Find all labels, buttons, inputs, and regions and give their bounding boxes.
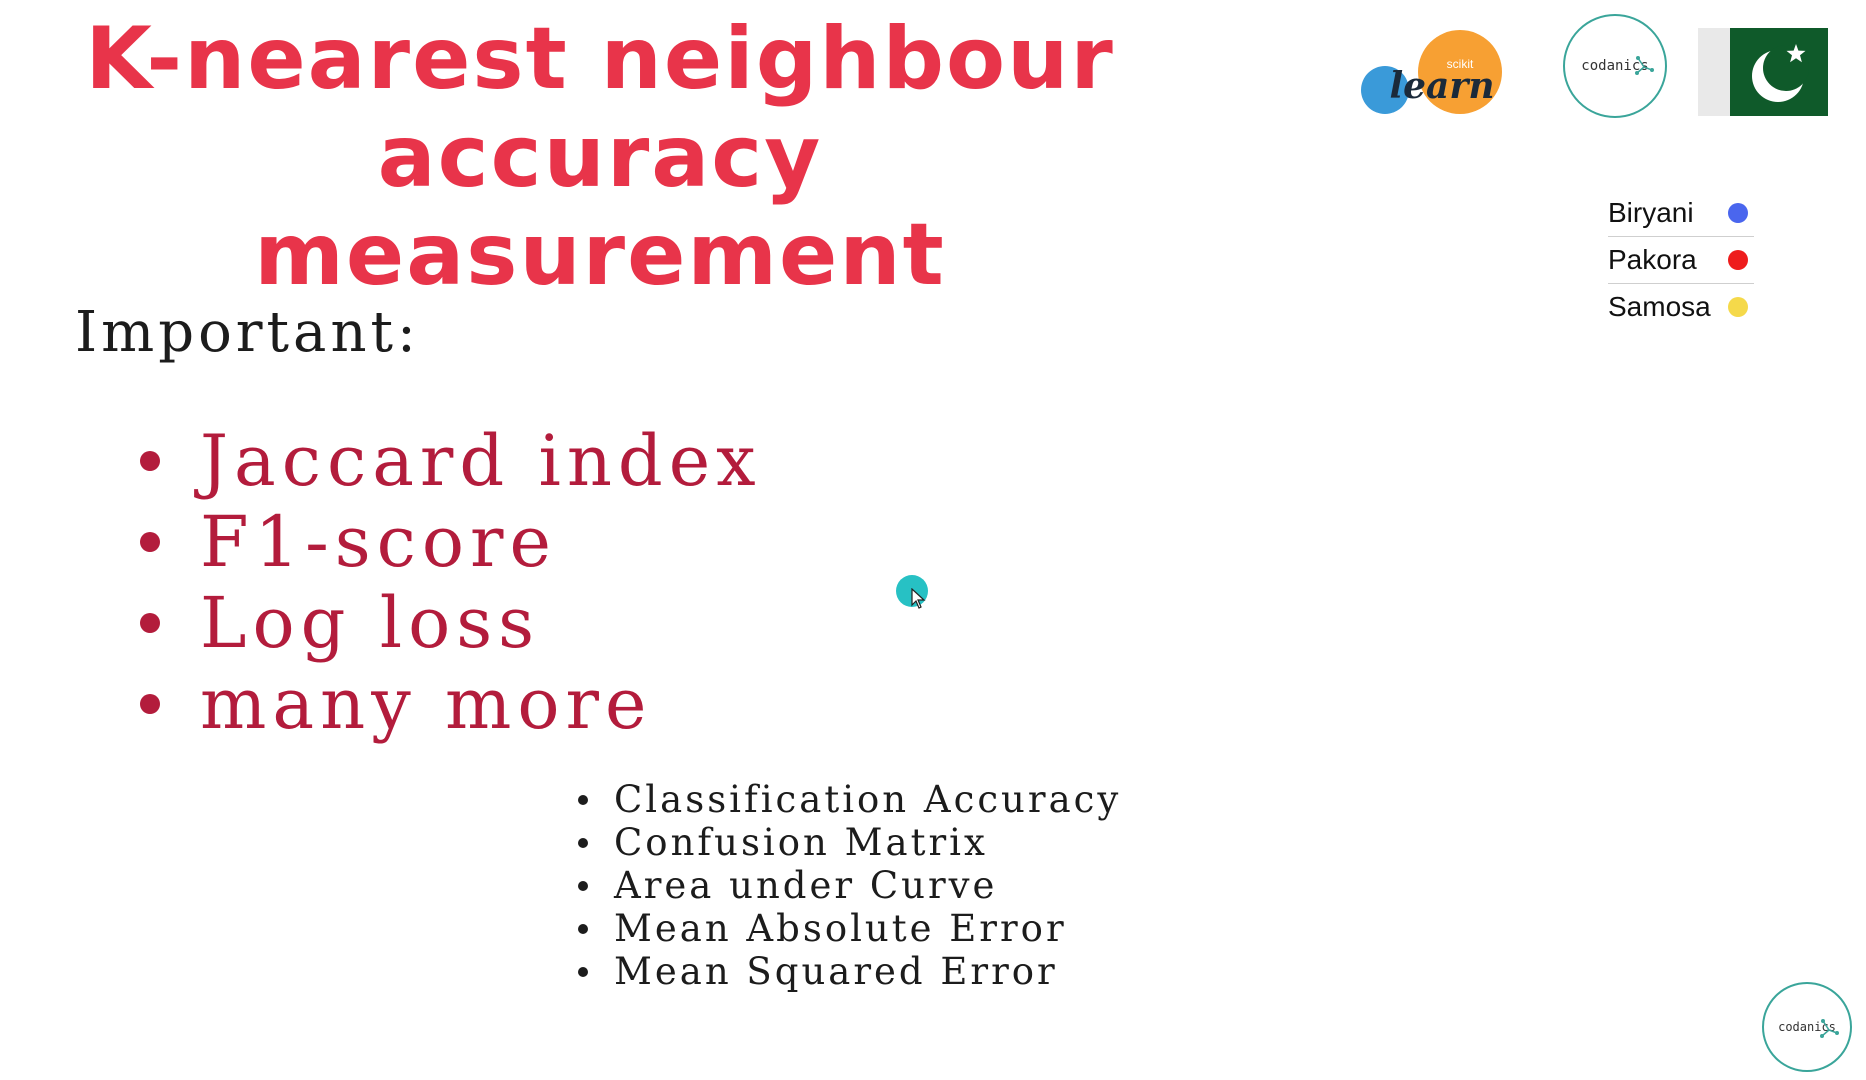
title-line-2: accuracy measurement	[254, 107, 946, 305]
codanics-logo-text: codanics	[1581, 58, 1649, 74]
list-item-text: Log loss	[200, 581, 541, 664]
list-item-text: Jaccard index	[200, 419, 762, 502]
mouse-cursor-icon	[911, 588, 926, 609]
network-icon	[1635, 56, 1654, 75]
title-line-1: K-nearest neighbour	[85, 9, 1115, 109]
legend-item: Biryani	[1608, 190, 1754, 237]
legend-label: Samosa	[1608, 291, 1711, 322]
bullet-dot	[578, 794, 588, 805]
pakistan-flag-icon	[1698, 28, 1828, 116]
list-item: F1-score	[140, 500, 762, 583]
main-bullet-list: Jaccard index F1-score Log loss many mor…	[140, 419, 762, 745]
list-item-text: Mean Absolute Error	[614, 907, 1067, 950]
legend-dot	[1728, 250, 1748, 270]
important-label: Important:	[75, 300, 420, 365]
list-item-text: Confusion Matrix	[614, 821, 988, 864]
flag-white-band	[1698, 28, 1730, 116]
legend-label: Biryani	[1608, 197, 1694, 228]
flag-green-field	[1730, 28, 1828, 116]
bullet-dot	[578, 966, 588, 977]
bullet-dot	[578, 837, 588, 848]
list-item-text: Area under Curve	[614, 864, 998, 907]
food-legend: Biryani Pakora Samosa	[1608, 190, 1754, 330]
list-item: Mean Absolute Error	[578, 907, 1121, 950]
sklearn-main-text: learn	[1389, 65, 1494, 107]
list-item: Confusion Matrix	[578, 821, 1121, 864]
scikit-learn-logo: scikit learn	[1361, 30, 1502, 114]
list-item-text: F1-score	[200, 500, 557, 583]
list-item: Area under Curve	[578, 864, 1121, 907]
legend-item: Samosa	[1608, 284, 1754, 330]
sklearn-small-text: scikit	[1447, 57, 1474, 71]
metrics-sub-list: Classification Accuracy Confusion Matrix…	[578, 778, 1121, 993]
bullet-dot	[578, 923, 588, 934]
legend-dot	[1728, 297, 1748, 317]
list-item-text: Classification Accuracy	[614, 778, 1122, 821]
codanics-logo-text: codanics	[1778, 1020, 1836, 1034]
legend-label: Pakora	[1608, 244, 1697, 275]
bullet-dot	[140, 531, 160, 552]
bullet-dot	[578, 880, 588, 891]
bullet-dot	[140, 693, 160, 714]
bullet-dot	[140, 450, 160, 471]
list-item: Classification Accuracy	[578, 778, 1121, 821]
legend-dot	[1728, 203, 1748, 223]
crescent-star-icon	[1752, 44, 1809, 102]
list-item-text: many more	[200, 662, 653, 745]
list-item: Log loss	[140, 581, 762, 664]
legend-item: Pakora	[1608, 237, 1754, 284]
codanics-watermark-logo: codanics	[1762, 982, 1852, 1072]
codanics-logo: codanics	[1563, 14, 1667, 118]
network-icon	[1820, 1018, 1839, 1038]
slide-title: K-nearest neighbour accuracy measurement	[40, 10, 1160, 304]
list-item: many more	[140, 662, 762, 745]
list-item: Jaccard index	[140, 419, 762, 502]
list-item-text: Mean Squared Error	[614, 950, 1058, 993]
bullet-dot	[140, 612, 160, 633]
list-item: Mean Squared Error	[578, 950, 1121, 993]
